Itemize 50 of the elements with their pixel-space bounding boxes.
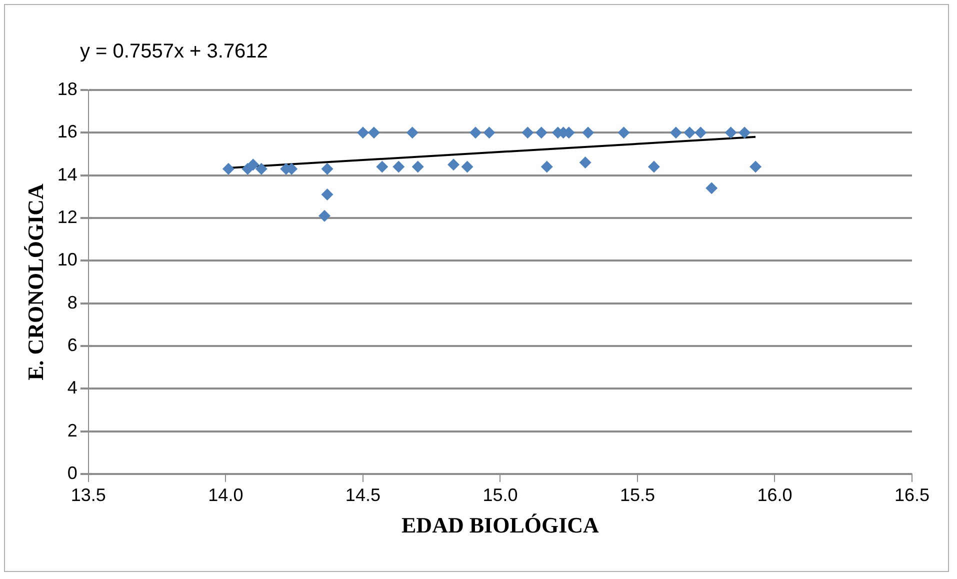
point — [412, 160, 424, 173]
point — [750, 160, 762, 173]
point — [579, 156, 592, 169]
point — [470, 126, 482, 139]
point — [540, 160, 553, 173]
x-tick-label: 15.0 — [482, 484, 518, 505]
y-tick-label: 14 — [57, 164, 78, 184]
point — [670, 126, 682, 139]
point — [392, 160, 405, 173]
y-tick-label: 6 — [67, 334, 78, 355]
y-tick-label: 18 — [57, 78, 78, 99]
point — [618, 126, 630, 139]
point — [255, 162, 268, 175]
y-tick-label: 12 — [57, 206, 78, 227]
y-tick-label: 2 — [67, 420, 78, 440]
point — [522, 126, 534, 139]
y-tick-label: 0 — [67, 462, 78, 483]
point — [321, 162, 334, 175]
y-axis-title: E. CRONOLÓGICA — [22, 183, 48, 380]
x-tick-label: 16.0 — [757, 484, 792, 505]
point — [706, 182, 718, 194]
x-tick-label: 14.5 — [345, 484, 380, 505]
point — [321, 188, 334, 201]
point — [448, 158, 460, 171]
point — [648, 160, 660, 173]
point — [724, 126, 737, 139]
point — [684, 126, 696, 139]
point — [376, 160, 388, 173]
point — [738, 126, 751, 139]
point — [368, 126, 380, 139]
x-tick-label: 16.5 — [894, 484, 930, 505]
y-tick-label: 10 — [57, 250, 78, 270]
x-axis-title: EDAD BIOLÓGICA — [402, 512, 600, 538]
text: y = 0.7557x + 3.7612 — [80, 40, 268, 63]
point — [406, 126, 418, 139]
point — [222, 162, 234, 175]
x-tick-label: 15.5 — [620, 484, 655, 505]
point — [582, 126, 594, 139]
y-tick-label: 16 — [57, 122, 78, 142]
x-tick-label: 13.5 — [70, 484, 106, 505]
point — [483, 126, 496, 139]
y-tick-label: 4 — [67, 378, 78, 398]
point — [461, 160, 474, 173]
point — [247, 158, 260, 171]
x-tick-label: 14.0 — [208, 484, 244, 505]
point — [318, 210, 331, 222]
point — [535, 126, 548, 139]
y-tick-label: 8 — [67, 292, 78, 312]
point — [356, 126, 369, 139]
point — [694, 126, 707, 139]
